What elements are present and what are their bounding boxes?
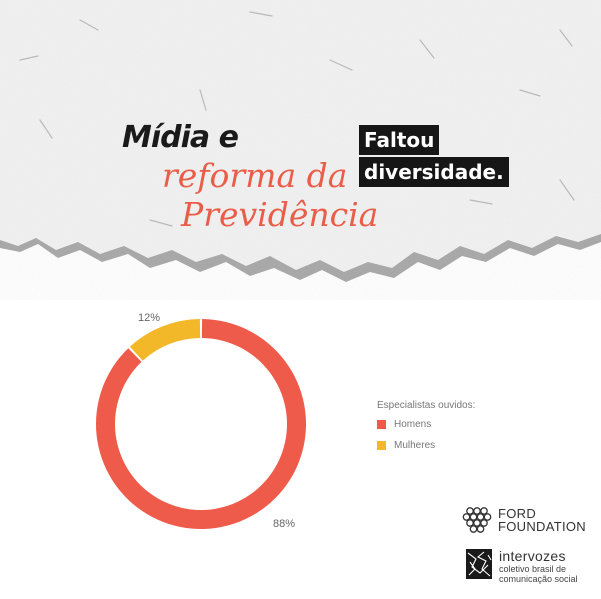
title-line-1: Mídia e (122, 120, 239, 155)
slice-mulheres (129, 319, 201, 361)
intervozes-sub-2: comunicação social (499, 574, 578, 584)
torn-paper-background (0, 0, 601, 300)
tag-line-2: diversidade. (359, 157, 509, 187)
ford-line-2: FOUNDATION (498, 519, 586, 534)
ford-foundation-text: FORD FOUNDATION (498, 507, 586, 533)
legend-swatch-homens (377, 420, 386, 429)
legend-item-homens: Homens (377, 419, 431, 430)
legend-swatch-mulheres (377, 441, 386, 450)
ford-line-1: FORD (498, 506, 537, 521)
ford-foundation-logo: FORD FOUNDATION (462, 505, 586, 535)
title-line-2: reforma da (162, 156, 348, 195)
tag-line-1: Faltou (359, 125, 440, 155)
intervozes-text: intervozes coletivo brasil de comunicaçã… (499, 548, 578, 585)
data-label-mulheres: 12% (138, 312, 161, 324)
ford-foundation-mark-icon (462, 507, 492, 533)
data-label-homens: 88% (273, 518, 296, 530)
legend-label-homens: Homens (394, 419, 432, 430)
intervozes-name: intervozes (499, 548, 566, 564)
intervozes-mark-icon (466, 549, 492, 579)
legend-item-mulheres: Mulheres (377, 440, 435, 451)
legend-label-mulheres: Mulheres (394, 440, 436, 451)
title-line-3: Previdência (181, 195, 379, 234)
legend-title: Especialistas ouvidos: (377, 400, 476, 411)
intervozes-logo: intervozes coletivo brasil de comunicaçã… (466, 549, 578, 584)
intervozes-sub-1: coletivo brasil de (499, 564, 567, 574)
slice-homens (96, 319, 307, 529)
